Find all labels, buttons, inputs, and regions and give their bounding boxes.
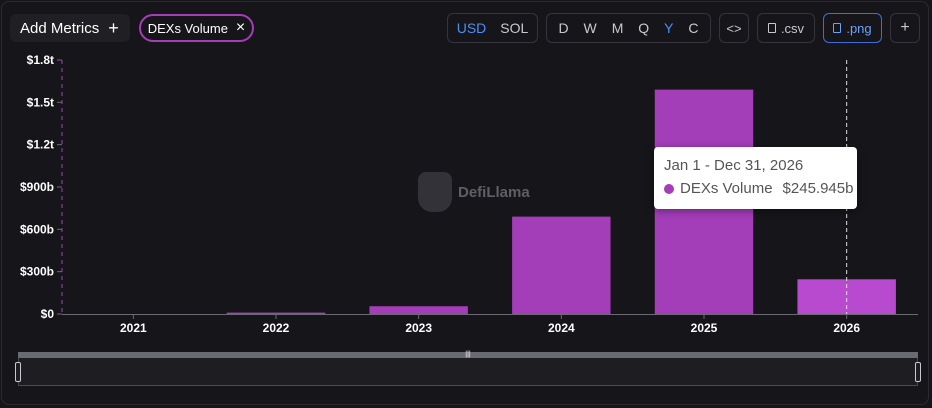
embed-code-button[interactable]: <> <box>719 13 749 43</box>
bar <box>226 312 326 314</box>
currency-toggle: USD SOL <box>447 13 538 43</box>
x-tick-label: 2022 <box>263 321 290 335</box>
y-tick-label: $900b <box>20 180 54 194</box>
close-icon[interactable]: × <box>235 19 246 36</box>
chart-tooltip: Jan 1 - Dec 31, 2026 DEXs Volume $245.94… <box>654 147 857 209</box>
plus-icon: + <box>108 18 119 38</box>
defillama-watermark: DefiLlama <box>418 172 530 212</box>
plus-icon: + <box>900 19 910 36</box>
x-tick-label: 2021 <box>120 321 147 335</box>
llama-logo-icon <box>418 172 452 212</box>
y-tick-label: $0 <box>41 307 55 321</box>
series-color-dot <box>664 183 674 194</box>
watermark-text: DefiLlama <box>458 183 530 201</box>
y-tick-label: $1.5t <box>27 95 54 109</box>
y-tick-label: $1.8t <box>27 53 54 67</box>
y-tick-label: $1.2t <box>27 138 54 152</box>
period-toggle: D W M Q Y C <box>546 13 711 43</box>
currency-usd-button[interactable]: USD <box>456 20 487 36</box>
period-y-button[interactable]: Y <box>664 20 674 36</box>
period-c-button[interactable]: C <box>688 20 699 36</box>
period-d-button[interactable]: D <box>558 20 569 36</box>
image-file-icon <box>833 23 842 33</box>
slider-right-handle[interactable] <box>915 362 921 382</box>
tooltip-series-name: DEXs Volume <box>680 180 773 197</box>
csv-label: .csv <box>780 20 805 36</box>
period-m-button[interactable]: M <box>611 20 624 36</box>
chart-toolbar: Add Metrics + DEXs Volume × USD SOL D W … <box>0 0 932 56</box>
code-icon: <> <box>726 20 742 36</box>
bar <box>512 216 611 314</box>
png-label: .png <box>846 20 872 36</box>
slider-selection-bar[interactable] <box>18 352 918 358</box>
download-csv-button[interactable]: .csv <box>757 13 815 43</box>
x-tick-label: 2025 <box>691 321 718 335</box>
tooltip-value: $245.945b <box>782 180 854 197</box>
metric-chip-dexs-volume[interactable]: DEXs Volume × <box>139 14 254 42</box>
metric-chip-label: DEXs Volume <box>147 20 228 36</box>
file-icon <box>767 23 776 33</box>
x-tick-label: 2023 <box>405 321 432 335</box>
add-chart-button[interactable]: + <box>890 13 920 43</box>
y-tick-label: $300b <box>20 265 54 279</box>
y-tick-label: $600b <box>20 222 54 236</box>
slider-left-handle[interactable] <box>15 362 21 382</box>
period-w-button[interactable]: W <box>583 20 597 36</box>
download-png-button[interactable]: .png <box>823 13 882 43</box>
add-metrics-button[interactable]: Add Metrics + <box>10 14 130 42</box>
range-slider[interactable]: ||| <box>15 351 921 386</box>
bar <box>369 306 468 314</box>
tooltip-date: Jan 1 - Dec 31, 2026 <box>664 157 804 174</box>
add-metrics-label: Add Metrics <box>20 19 100 37</box>
period-q-button[interactable]: Q <box>638 20 650 36</box>
x-tick-label: 2024 <box>548 321 575 335</box>
currency-sol-button[interactable]: SOL <box>500 20 529 36</box>
drag-grip-icon[interactable]: ||| <box>465 351 471 358</box>
x-tick-label: 2026 <box>833 321 860 335</box>
